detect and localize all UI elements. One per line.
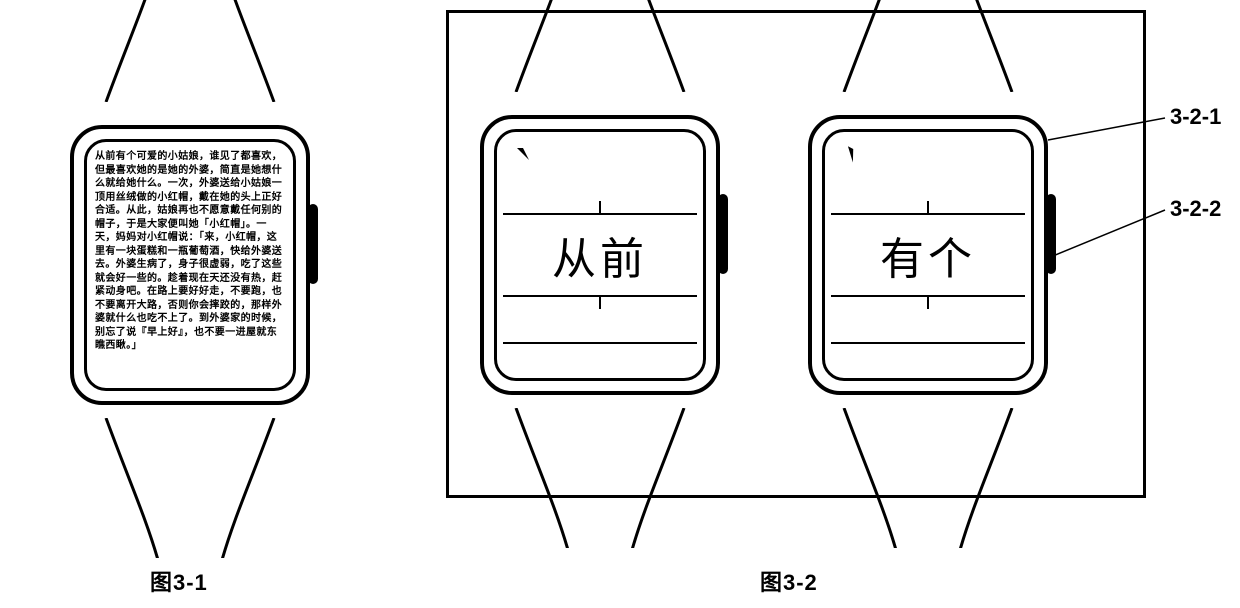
caption-left: 图3-1 bbox=[150, 565, 208, 597]
watch-screen: 从前 bbox=[494, 129, 706, 381]
reader-midband: 从前 bbox=[503, 213, 697, 297]
caption-right: 图3-2 bbox=[760, 565, 818, 597]
watch-left: 从前有个可爱的小姑娘，谁见了都喜欢，但最喜欢她的是她的外婆，简直是她想什么就给她… bbox=[70, 20, 310, 500]
watch-crown bbox=[718, 194, 728, 274]
watch-strap-bottom bbox=[508, 408, 692, 548]
watch-strap-top bbox=[508, 0, 692, 92]
watch-right-a: 从前 bbox=[480, 10, 720, 490]
leader-upper-label: 3-2-1 bbox=[1170, 104, 1221, 130]
watch-right-b: 有个 bbox=[808, 10, 1048, 490]
reader-current-word: 有个 bbox=[831, 215, 1025, 295]
back-arrow-icon[interactable] bbox=[511, 142, 533, 164]
watch-strap-bottom bbox=[836, 408, 1020, 548]
leader-lower-label: 3-2-2 bbox=[1170, 196, 1221, 222]
watch-crown bbox=[1046, 194, 1056, 274]
watch-strap-top bbox=[836, 0, 1020, 92]
watch-crown bbox=[308, 204, 318, 284]
figure-stage: 从前有个可爱的小姑娘，谁见了都喜欢，但最喜欢她的是她的外婆，简直是她想什么就给她… bbox=[0, 0, 1240, 608]
reader-dense-text: 从前有个可爱的小姑娘，谁见了都喜欢，但最喜欢她的是她的外婆，简直是她想什么就给她… bbox=[95, 150, 285, 380]
watch-case: 有个 bbox=[808, 115, 1048, 395]
watch-case: 从前有个可爱的小姑娘，谁见了都喜欢，但最喜欢她的是她的外婆，简直是她想什么就给她… bbox=[70, 125, 310, 405]
back-arrow-icon[interactable] bbox=[835, 138, 865, 168]
reader-bottom-rule bbox=[503, 342, 697, 344]
reader-ui: 从前 bbox=[503, 138, 697, 372]
watch-strap-bottom bbox=[98, 418, 282, 558]
reader-bottom-rule bbox=[831, 342, 1025, 344]
watch-case: 从前 bbox=[480, 115, 720, 395]
watch-screen: 从前有个可爱的小姑娘，谁见了都喜欢，但最喜欢她的是她的外婆，简直是她想什么就给她… bbox=[84, 139, 296, 391]
reader-midband: 有个 bbox=[831, 213, 1025, 297]
reader-current-word: 从前 bbox=[503, 215, 697, 295]
watch-strap-top bbox=[98, 0, 282, 102]
watch-screen: 有个 bbox=[822, 129, 1034, 381]
reader-ui: 有个 bbox=[831, 138, 1025, 372]
